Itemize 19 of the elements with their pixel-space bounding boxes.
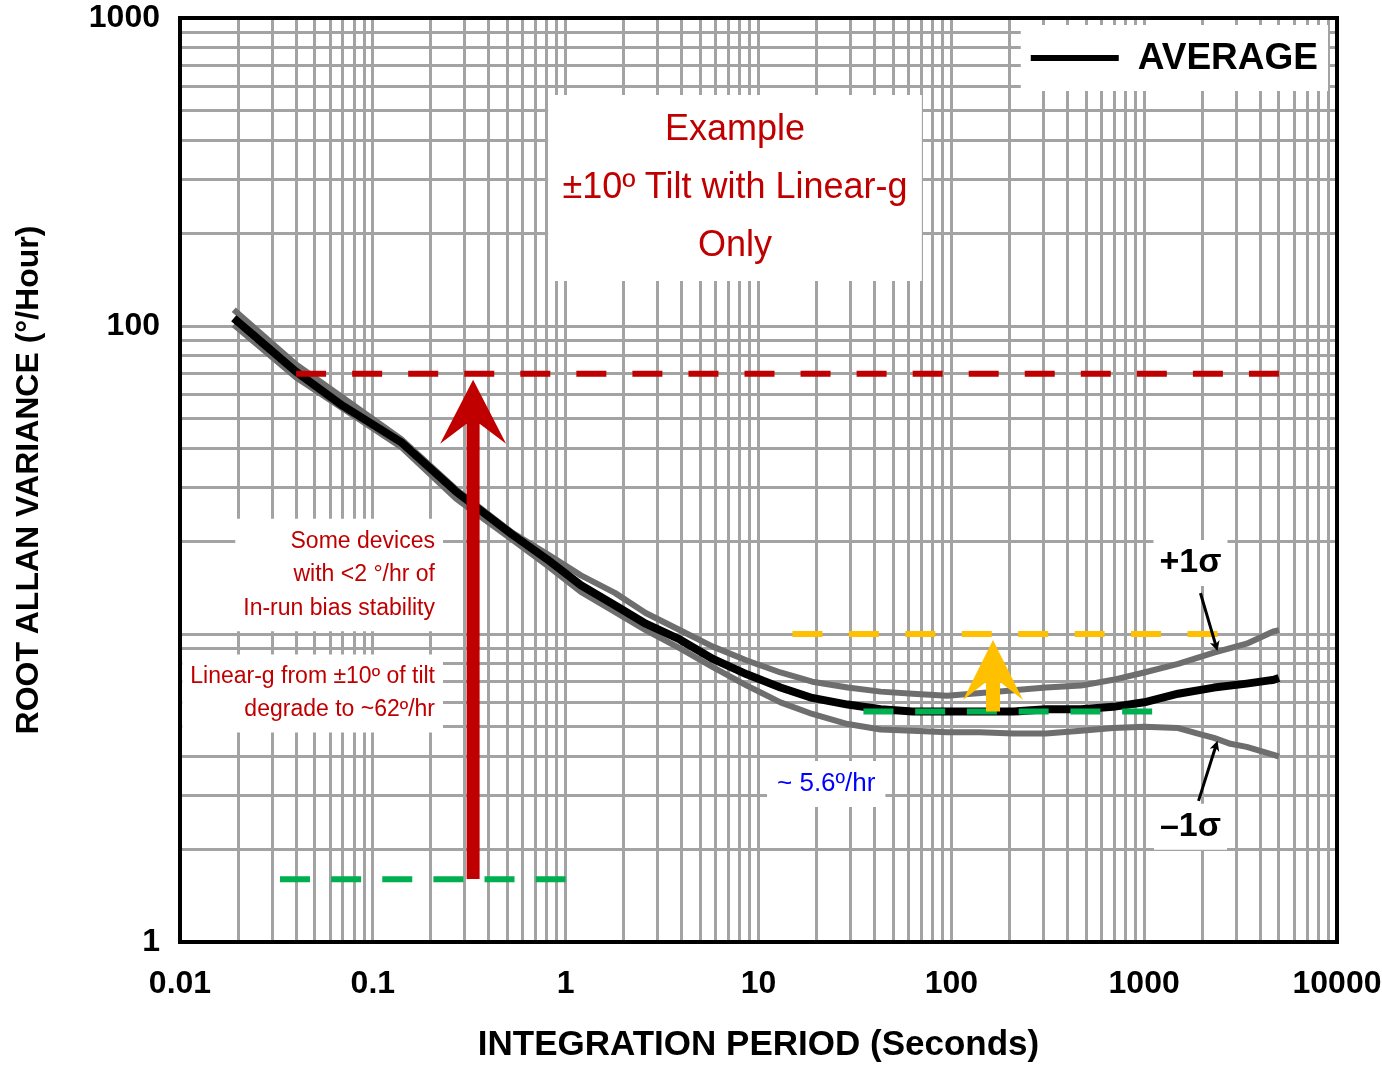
annotation: Some devices with <2 °/hr of In-run bias stability (243, 526, 436, 620)
annotation: ~ 5.6º/hr (777, 767, 876, 798)
x-tick-label: 10000 (1292, 963, 1382, 1000)
x-tick-label: 100 (924, 963, 979, 1000)
annotation: +1σ (1159, 541, 1222, 580)
x-tick-label: 1 (556, 963, 575, 1000)
y-tick-label: 1000 (88, 0, 160, 34)
y-tick-label: 100 (106, 305, 160, 342)
x-tick-label: 1000 (1108, 963, 1180, 1000)
x-tick-label: 10 (740, 963, 777, 1000)
annotation: Linear-g from ±10º of tilt degrade to ~62º/hr (190, 662, 436, 722)
x-axis-title: INTEGRATION PERIOD (Seconds) (477, 1022, 1040, 1062)
annotation: Example ±10º Tilt with Linear-g Only (562, 106, 908, 264)
y-tick-label: 1 (142, 921, 160, 958)
x-tick-label: 0.1 (350, 963, 396, 1000)
annotation: –1σ (1159, 805, 1222, 844)
x-tick-label: 0.01 (148, 963, 212, 1000)
legend-label: AVERAGE (1137, 36, 1318, 78)
y-axis-title: ROOT ALLAN VARIANCE (°/Hour) (9, 225, 46, 735)
